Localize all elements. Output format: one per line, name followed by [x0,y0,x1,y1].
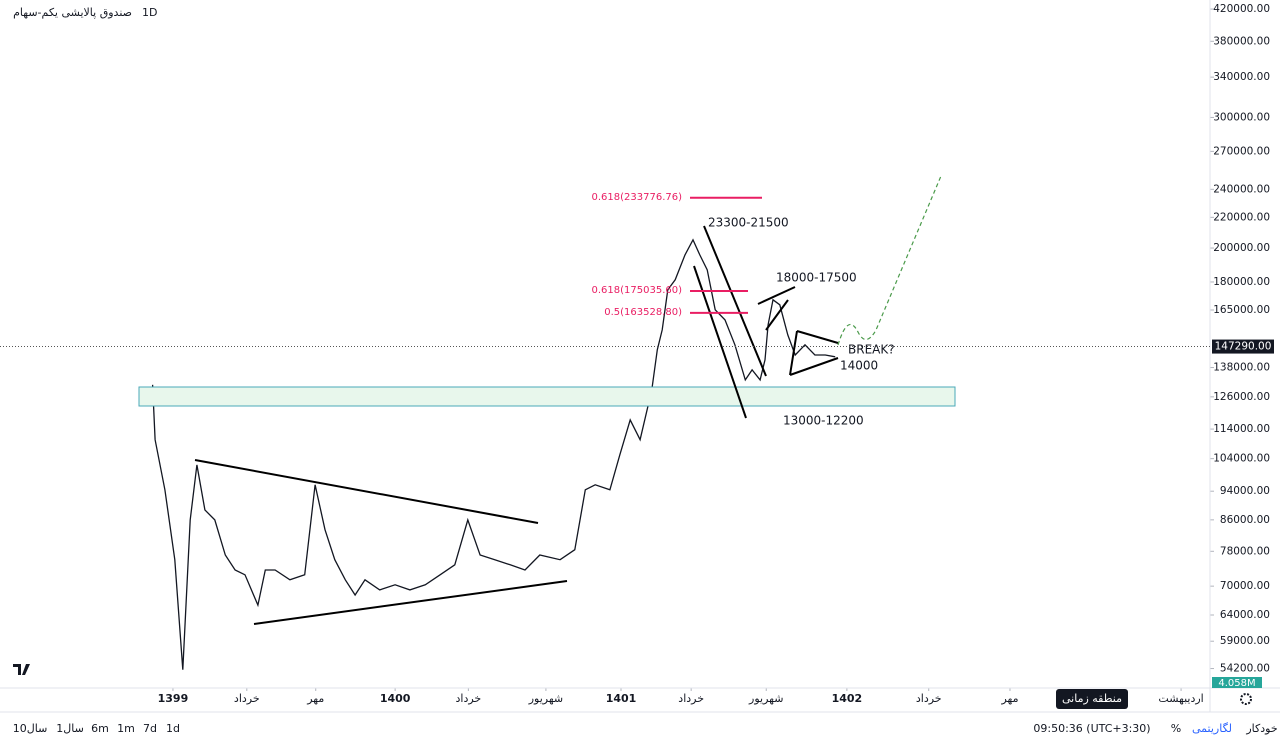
support-zone [138,386,956,407]
fib-label: 0.5(163528.80) [604,307,682,318]
last-price-badge [1212,339,1274,354]
annotation: 14000 [840,359,878,373]
pennant [789,330,839,376]
y-tick-label: 240000.00 [1213,183,1270,195]
trendline [757,286,796,305]
x-tick-label: مهر [1000,692,1018,705]
price-line [151,238,836,670]
interval-button[interactable]: 1سال [56,722,84,735]
y-tick-label: 94000.00 [1220,485,1270,497]
interval-button[interactable]: 7d [143,722,157,735]
y-tick-label: 138000.00 [1213,362,1270,374]
projection [837,175,942,346]
y-tick-label: 126000.00 [1213,391,1270,403]
logo-bg [10,658,36,680]
y-tick-label: 86000.00 [1220,514,1270,526]
y-tick-label: 270000.00 [1213,145,1270,157]
annotation: 13000-12200 [783,414,864,428]
x-tick-label: شهریور [528,692,563,705]
annotation: BREAK? [848,343,895,357]
trendline [765,299,789,331]
x-tick-label: 1400 [380,692,411,705]
x-tick-label: 1399 [158,692,189,705]
y-tick-label: 104000.00 [1213,453,1270,465]
y-tick-label: 420000.00 [1213,3,1270,15]
y-tick-label: 180000.00 [1213,276,1270,288]
logo-mark [13,664,30,675]
y-tick-label: 200000.00 [1213,242,1270,254]
x-tick-label: شهریور [748,692,783,705]
interval-button[interactable]: 1d [166,722,180,735]
y-tick-label: 78000.00 [1220,545,1270,557]
trendline [703,225,767,377]
x-tick-label: اردیبهشت [1158,692,1203,705]
interval-button[interactable]: 1m [117,722,135,735]
clock[interactable]: 09:50:36 (UTC+3:30) [1033,722,1150,735]
log-toggle[interactable]: لگاریتمی [1192,722,1232,735]
settings[interactable] [1240,693,1252,705]
trendline [194,459,539,524]
interval: 1D [142,6,157,19]
tooltip: منطقه زمانی [1062,692,1122,705]
y-tick-label: 70000.00 [1220,580,1270,592]
y-tick-label: 380000.00 [1213,35,1270,47]
percent-toggle[interactable]: % [1171,722,1181,735]
y-tick-label: 114000.00 [1213,423,1270,435]
y-tick-label: 300000.00 [1213,111,1270,123]
fib-label: 0.618(233776.76) [591,192,682,203]
y-tick-label: 340000.00 [1213,71,1270,83]
trendline [253,580,568,625]
auto-toggle[interactable]: خودکار [1245,722,1277,735]
y-tick-label: 220000.00 [1213,211,1270,223]
volume-label: 4.058M [1218,678,1255,689]
y-tick-label: 64000.00 [1220,609,1270,621]
x-tick-label: 1402 [832,692,863,705]
fib-label: 0.618(175035.60) [591,285,682,296]
interval-button[interactable]: 6m [91,722,109,735]
y-tick-label: 54200.00 [1220,663,1270,675]
annotation: 23300-21500 [708,216,789,230]
y-tick-label: 59000.00 [1220,635,1270,647]
x-tick-label: خرداد [678,692,704,705]
volume-badge [1212,677,1262,688]
x-tick-label: مهر [306,692,324,705]
annotation: 18000-17500 [776,271,857,285]
plot [151,8,1214,691]
x-tick-label: خرداد [234,692,260,705]
last-price-label: 147290.00 [1215,341,1272,353]
interval-button[interactable]: 10سال [13,722,48,735]
x-tick-label: خرداد [456,692,482,705]
chart-title: صندوق پالایشی یکم-سهام [13,6,132,19]
x-tick-label: 1401 [606,692,637,705]
y-tick-label: 165000.00 [1213,304,1270,316]
x-tick-label: خرداد [916,692,942,705]
logo [10,658,36,680]
tooltip-bg [1056,689,1128,709]
